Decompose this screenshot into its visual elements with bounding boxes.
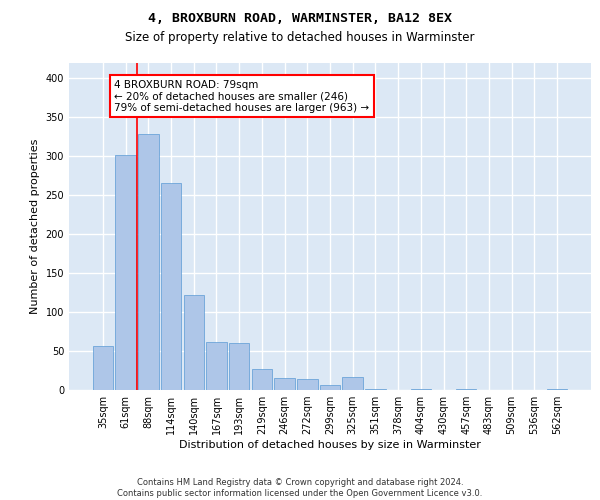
- Bar: [365, 389, 386, 390]
- Bar: [343, 376, 363, 390]
- X-axis label: Distribution of detached houses by size in Warminster: Distribution of detached houses by size …: [179, 440, 481, 450]
- Bar: [251, 369, 272, 390]
- Bar: [297, 379, 317, 390]
- Bar: [115, 154, 136, 390]
- Bar: [184, 295, 204, 390]
- Bar: [410, 389, 431, 390]
- Bar: [138, 134, 158, 390]
- Bar: [320, 384, 340, 390]
- Text: Contains HM Land Registry data © Crown copyright and database right 2024.
Contai: Contains HM Land Registry data © Crown c…: [118, 478, 482, 498]
- Bar: [229, 343, 250, 390]
- Bar: [93, 346, 113, 390]
- Bar: [161, 184, 181, 390]
- Text: 4 BROXBURN ROAD: 79sqm
← 20% of detached houses are smaller (246)
79% of semi-de: 4 BROXBURN ROAD: 79sqm ← 20% of detached…: [114, 80, 370, 113]
- Text: 4, BROXBURN ROAD, WARMINSTER, BA12 8EX: 4, BROXBURN ROAD, WARMINSTER, BA12 8EX: [148, 12, 452, 26]
- Text: Size of property relative to detached houses in Warminster: Size of property relative to detached ho…: [125, 31, 475, 44]
- Bar: [547, 389, 567, 390]
- Bar: [274, 378, 295, 390]
- Bar: [456, 389, 476, 390]
- Bar: [206, 342, 227, 390]
- Y-axis label: Number of detached properties: Number of detached properties: [30, 138, 40, 314]
